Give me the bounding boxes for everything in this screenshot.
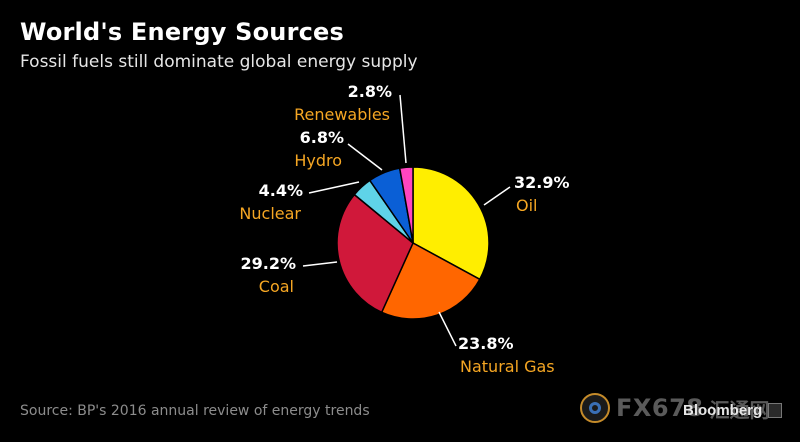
leader-line-hydro bbox=[347, 143, 383, 171]
slice-value-label: 29.2% bbox=[240, 254, 296, 273]
slice-value-label: 2.8% bbox=[348, 82, 392, 101]
fx678-cn-text: 汇通网 bbox=[709, 397, 770, 422]
slice-category-label: Natural Gas bbox=[460, 357, 555, 376]
chart-subtitle: Fossil fuels still dominate global energ… bbox=[20, 52, 418, 72]
pie-slice-renewables bbox=[398, 166, 414, 244]
slice-category-label: Nuclear bbox=[239, 204, 301, 223]
pie-slice-natural-gas bbox=[380, 241, 481, 320]
slice-labels: 32.9% Oil 23.8% Natural Gas 29.2% Coal 4.4% Nuc… bbox=[239, 82, 569, 376]
slice-value-label: 32.9% bbox=[514, 173, 570, 192]
pie-slice-coal bbox=[336, 193, 414, 314]
pie-slices bbox=[336, 166, 490, 320]
fx678-logo-icon bbox=[580, 393, 610, 423]
leader-lines bbox=[302, 94, 511, 347]
slice-category-label: Renewables bbox=[294, 105, 390, 124]
slice-value-label: 23.8% bbox=[458, 334, 514, 353]
fx678-text: FX678 bbox=[616, 394, 704, 422]
leader-line-renewables bbox=[399, 94, 407, 164]
bloomberg-terminal-icon bbox=[768, 403, 782, 418]
slice-category-label: Oil bbox=[516, 196, 537, 215]
leader-line-coal bbox=[302, 261, 338, 267]
chart-title: World's Energy Sources bbox=[20, 18, 344, 46]
slice-category-label: Hydro bbox=[294, 151, 342, 170]
pie-slice-oil bbox=[412, 166, 490, 281]
slice-category-label: Coal bbox=[259, 277, 294, 296]
fx678-watermark: FX678 汇通网 bbox=[580, 390, 770, 426]
source-note: Source: BP's 2016 annual review of energ… bbox=[20, 403, 370, 419]
leader-line-nuclear bbox=[308, 181, 360, 194]
slice-value-label: 4.4% bbox=[259, 181, 303, 200]
slice-value-label: 6.8% bbox=[300, 128, 344, 147]
bloomberg-logo: Bloomberg bbox=[683, 402, 763, 419]
leader-line-oil bbox=[483, 186, 511, 206]
leader-line-natural-gas bbox=[438, 311, 457, 347]
